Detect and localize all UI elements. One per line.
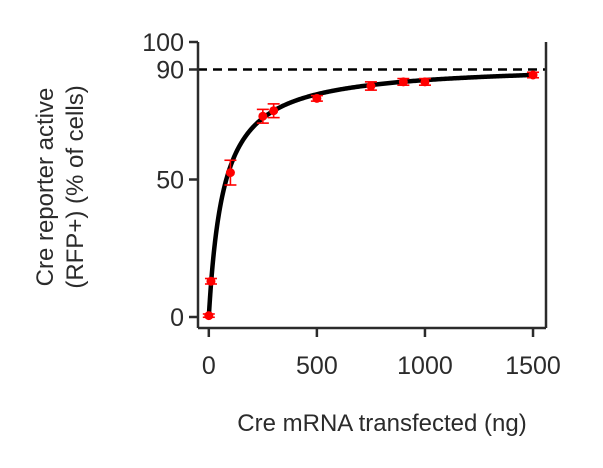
y-tick-label-3: 100 [142,29,184,57]
marker-1 [206,276,216,286]
y-tick-label-2: 90 [156,57,184,85]
plot-area [198,68,546,321]
y-axis-label-line-2: (RFP+) (% of cells) [62,85,89,288]
data-point-6 [364,81,377,91]
x-tick-label-3: 1500 [505,352,561,380]
marker-6 [366,81,376,91]
data-point-2 [224,159,237,186]
y-tick-label-0: 0 [170,304,184,332]
marker-3 [258,111,268,121]
x-axis-label: Cre mRNA transfected (ng) [237,410,526,437]
x-tick-label-2: 1000 [397,352,453,380]
data-point-9 [527,70,540,80]
x-tick-label-1: 500 [296,352,338,380]
marker-2 [225,168,235,178]
data-point-1 [204,276,217,286]
x-tick-label-0: 0 [202,352,216,380]
marker-8 [420,77,430,87]
data-point-4 [267,103,280,119]
data-point-7 [397,77,410,87]
marker-7 [398,77,408,87]
marker-4 [269,106,279,116]
marker-5 [312,93,322,103]
fit-curve [206,72,536,320]
y-tick-label-1: 50 [156,167,184,195]
y-axis-label-line-1: Cre reporter active [32,88,59,287]
data-point-0 [202,311,215,321]
data-point-3 [256,108,269,124]
marker-9 [528,70,538,80]
axes [196,42,548,330]
data-point-8 [418,77,431,87]
data-point-5 [310,93,323,103]
marker-0 [204,311,214,321]
